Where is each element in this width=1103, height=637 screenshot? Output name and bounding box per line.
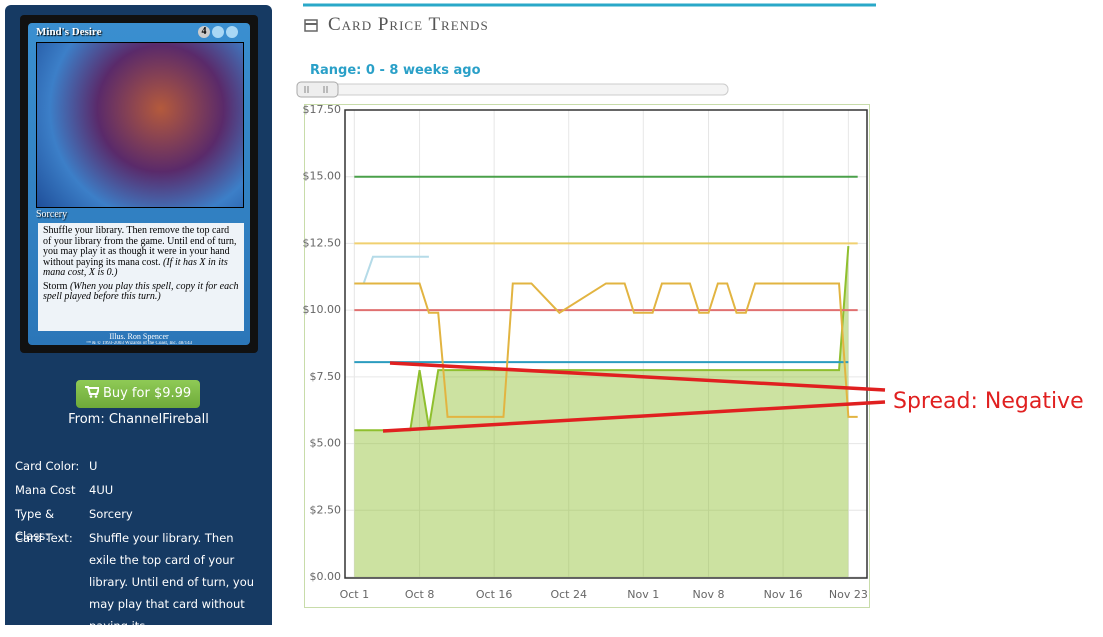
annotation-line bbox=[389, 361, 886, 392]
y-tick-label: $7.50 bbox=[310, 370, 342, 383]
reminder: (If it has X in its mana cost, X is 0.) bbox=[43, 256, 228, 278]
copyright: ™ & © 1993-2003 Wizards of the Coast, In… bbox=[85, 341, 193, 346]
card-mana: 4 bbox=[198, 26, 210, 38]
y-tick-label: $12.50 bbox=[303, 236, 342, 249]
y-tick-label: $0.00 bbox=[310, 570, 342, 583]
range-slider[interactable] bbox=[296, 83, 729, 96]
x-tick-label: Nov 8 bbox=[693, 588, 725, 601]
y-tick-label: $17.50 bbox=[303, 103, 342, 116]
detail-label: Type & Class: bbox=[15, 507, 55, 543]
sidebar: Mind's Desire 4 Sorcery Shuffle your lib… bbox=[5, 5, 272, 633]
detail-value: Sorcery bbox=[89, 507, 133, 521]
chart: Spread: Negative $0.00 $2.50 $5.00 $7.50 $10… bbox=[296, 3, 1084, 608]
card-name: Mind's Desire bbox=[36, 26, 102, 38]
x-tick-label: Oct 16 bbox=[476, 588, 513, 601]
detail-label: Card Text: bbox=[15, 531, 73, 545]
cart-icon bbox=[84, 386, 101, 398]
series-line bbox=[354, 282, 858, 418]
reminder: (When you play this spell, copy it for e… bbox=[43, 280, 239, 302]
area-fill bbox=[354, 246, 849, 577]
x-tick-label: Nov 23 bbox=[829, 588, 868, 601]
source: From: ChannelFireball bbox=[68, 412, 209, 427]
handle-grip bbox=[304, 86, 328, 93]
section-title: Card Price Trends bbox=[328, 14, 489, 35]
detail-label: Card Color: bbox=[15, 459, 80, 473]
y-tick-label: $15.00 bbox=[303, 170, 342, 183]
x-tick-label: Oct 8 bbox=[405, 588, 435, 601]
slider-handle[interactable] bbox=[296, 81, 339, 98]
annotation-line bbox=[382, 400, 886, 433]
buy-label: Buy for $9.99 bbox=[102, 386, 192, 401]
x-tick-label: Nov 16 bbox=[764, 588, 803, 601]
detail-value: U bbox=[89, 459, 98, 473]
x-tick-label: Oct 24 bbox=[550, 588, 587, 601]
x-tick-label: Nov 1 bbox=[627, 588, 659, 601]
y-tick-label: $5.00 bbox=[310, 437, 342, 450]
card-type: Sorcery bbox=[36, 209, 68, 220]
annotation: Spread: Negative bbox=[893, 389, 1084, 414]
illustrator: Illus. Ron Spencer bbox=[109, 332, 169, 341]
range-label: Range: 0 - 8 weeks ago bbox=[310, 63, 481, 78]
series-line bbox=[354, 255, 429, 285]
calendar-icon bbox=[304, 19, 318, 32]
detail-value: 4UU bbox=[89, 483, 114, 497]
y-tick-label: $10.00 bbox=[303, 303, 342, 316]
chart-frame bbox=[304, 104, 870, 608]
detail-label: Mana Cost bbox=[15, 483, 76, 497]
buy-button[interactable]: Buy for $9.99 bbox=[76, 380, 200, 408]
mana-symbol bbox=[226, 26, 238, 38]
card-art bbox=[36, 42, 244, 208]
card-rules: Shuffle your library. Then remove the to… bbox=[38, 223, 244, 331]
card-frame: Mind's Desire 4 Sorcery Shuffle your lib… bbox=[28, 23, 250, 346]
y-tick-label: $2.50 bbox=[310, 503, 342, 516]
mana-symbol bbox=[212, 26, 224, 38]
plot-border bbox=[344, 109, 868, 579]
card-image: Mind's Desire 4 Sorcery Shuffle your lib… bbox=[20, 15, 258, 353]
rules: Shuffle your library. Then remove the to… bbox=[43, 225, 237, 268]
plot bbox=[345, 109, 867, 578]
detail-value: Shuffle your library. Then exile the top… bbox=[89, 531, 255, 633]
storm: Storm bbox=[43, 280, 68, 292]
x-tick-label: Oct 1 bbox=[340, 588, 370, 601]
page: Mind's Desire 4 Sorcery Shuffle your lib… bbox=[5, 3, 1084, 625]
